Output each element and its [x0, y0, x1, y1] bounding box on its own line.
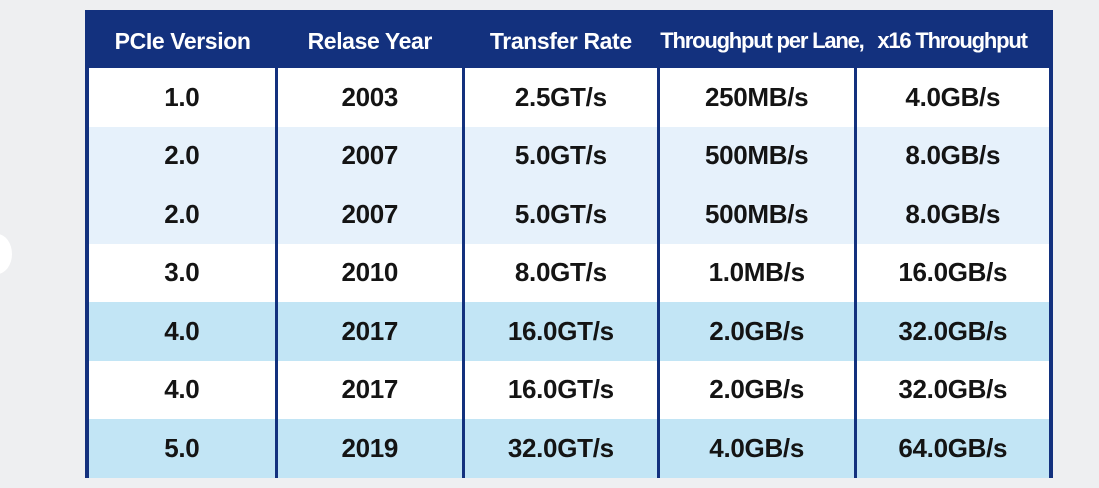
cell-rate: 32.0GT/s [461, 419, 660, 478]
cell-x16: 16.0GB/s [853, 243, 1049, 302]
cell-version: 5.0 [89, 419, 278, 478]
cell-version: 2.0 [89, 185, 278, 244]
cell-version: 4.0 [89, 302, 278, 361]
cell-lane: 500MB/s [656, 126, 857, 185]
cell-rate: 16.0GT/s [461, 360, 660, 419]
cell-lane: 2.0GB/s [656, 302, 857, 361]
table-row: 2.0 2007 5.0GT/s 500MB/s 8.0GB/s [89, 126, 1049, 185]
cell-rate: 5.0GT/s [461, 126, 660, 185]
header-release-year: Relase Year [307, 27, 433, 54]
cell-year: 2017 [274, 360, 465, 419]
header-throughput-per-lane: Throughput per Lane, [660, 28, 865, 53]
cell-year: 2007 [274, 126, 465, 185]
cell-rate: 2.5GT/s [461, 68, 660, 127]
cell-x16: 4.0GB/s [853, 68, 1049, 127]
header-x16-throughput: x16 Throughput [877, 28, 1028, 53]
pcie-table-frame: PCIe Version Relase Year Transfer Rate T… [85, 10, 1053, 478]
cell-year: 2007 [274, 185, 465, 244]
cell-x16: 32.0GB/s [853, 360, 1049, 419]
table-row: 4.0 2017 16.0GT/s 2.0GB/s 32.0GB/s [89, 360, 1049, 419]
table-header-row: PCIe Version Relase Year Transfer Rate T… [89, 14, 1049, 68]
cell-year: 2017 [274, 302, 465, 361]
cell-year: 2019 [274, 419, 465, 478]
header-transfer-rate: Transfer Rate [489, 27, 632, 54]
cell-version: 1.0 [89, 68, 278, 127]
cell-x16: 32.0GB/s [853, 302, 1049, 361]
cell-lane: 1.0MB/s [656, 243, 857, 302]
cell-rate: 8.0GT/s [461, 243, 660, 302]
cell-x16: 64.0GB/s [853, 419, 1049, 478]
header-pcie-version: PCIe Version [114, 27, 251, 54]
table-row: 1.0 2003 2.5GT/s 250MB/s 4.0GB/s [89, 68, 1049, 127]
table-row: 2.0 2007 5.0GT/s 500MB/s 8.0GB/s [89, 185, 1049, 244]
cell-version: 4.0 [89, 360, 278, 419]
cell-x16: 8.0GB/s [853, 185, 1049, 244]
cell-year: 2010 [274, 243, 465, 302]
cell-lane: 500MB/s [656, 185, 857, 244]
pcie-versions-table: PCIe Version Relase Year Transfer Rate T… [89, 14, 1049, 478]
cell-lane: 4.0GB/s [656, 419, 857, 478]
table-row: 4.0 2017 16.0GT/s 2.0GB/s 32.0GB/s [89, 302, 1049, 361]
cell-lane: 250MB/s [656, 68, 857, 127]
cell-rate: 16.0GT/s [461, 302, 660, 361]
cell-version: 2.0 [89, 126, 278, 185]
cell-year: 2003 [274, 68, 465, 127]
cell-x16: 8.0GB/s [853, 126, 1049, 185]
table-row: 3.0 2010 8.0GT/s 1.0MB/s 16.0GB/s [89, 243, 1049, 302]
cell-version: 3.0 [89, 243, 278, 302]
side-handle [0, 234, 12, 274]
cell-lane: 2.0GB/s [656, 360, 857, 419]
table-row: 5.0 2019 32.0GT/s 4.0GB/s 64.0GB/s [89, 419, 1049, 478]
cell-rate: 5.0GT/s [461, 185, 660, 244]
